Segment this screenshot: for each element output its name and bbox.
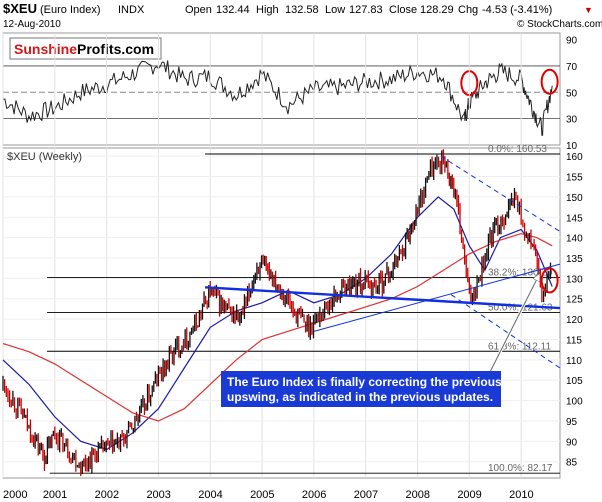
trend-line-2 bbox=[440, 155, 561, 232]
rsi-y-tick-label: 10 bbox=[566, 141, 578, 152]
date-label: 12-Aug-2010 bbox=[3, 19, 61, 30]
price-y-tick-label: 120 bbox=[566, 315, 583, 326]
close-label: Close bbox=[389, 4, 417, 16]
x-tick-label: 2006 bbox=[302, 489, 326, 501]
trend-line-0 bbox=[205, 286, 561, 310]
ma-slow-line bbox=[2, 232, 553, 422]
rsi-y-axis: 90 70 50 30 10 bbox=[566, 36, 578, 152]
trend-line-3 bbox=[450, 294, 561, 369]
rsi-y-tick-label: 90 bbox=[566, 36, 578, 47]
annotation-box: The Euro Index is finally correcting the… bbox=[221, 275, 541, 407]
rsi-y-tick-label: 70 bbox=[566, 62, 578, 73]
low-value: 127.83 bbox=[349, 4, 383, 16]
fib-label-3: 61.8%: 112.11 bbox=[488, 341, 551, 352]
high-value: 132.58 bbox=[285, 4, 319, 16]
rsi-y-tick-label: 50 bbox=[566, 88, 578, 99]
price-y-tick-label: 85 bbox=[566, 458, 578, 469]
symbol-label: $XEU bbox=[3, 1, 37, 16]
copyright-label: © StockCharts.com bbox=[517, 19, 602, 30]
rsi-grid bbox=[3, 65, 560, 120]
price-y-axis: 160 155 150 145 140 135 130 125 120 115 110 105 100 9… bbox=[566, 152, 583, 469]
chg-down-arrow-icon: ▼ bbox=[584, 5, 593, 15]
price-panel-title: $XEU (Weekly) bbox=[7, 151, 82, 163]
x-tick-label: 2005 bbox=[250, 489, 274, 501]
price-highlight-ellipse bbox=[540, 267, 559, 294]
x-tick-label: 2003 bbox=[146, 489, 170, 501]
fib-label-1: 38.2%: 130.20 bbox=[488, 268, 553, 279]
sunshine-profits-logo: SunshineProfits.com bbox=[9, 37, 162, 60]
trend-lines bbox=[205, 155, 561, 369]
price-bars bbox=[2, 149, 552, 476]
x-tick-label: 2004 bbox=[198, 489, 222, 501]
rsi-highlight-circle-1 bbox=[540, 68, 559, 95]
logo-word-sunshine: Sunshine bbox=[14, 41, 77, 57]
price-highlight-circle bbox=[540, 267, 559, 294]
price-y-tick-label: 140 bbox=[566, 234, 583, 245]
x-tick-label: 2008 bbox=[406, 489, 430, 501]
exchange-label: INDX bbox=[118, 4, 145, 16]
price-y-tick-label: 125 bbox=[566, 295, 583, 306]
annotation-text: The Euro Index is finally correcting the… bbox=[227, 375, 505, 404]
open-value: 132.44 bbox=[216, 4, 250, 16]
price-y-tick-label: 150 bbox=[566, 193, 583, 204]
price-y-tick-label: 95 bbox=[566, 417, 578, 428]
price-panel bbox=[2, 147, 561, 479]
x-tick-label: 2001 bbox=[43, 489, 67, 501]
low-label: Low bbox=[325, 4, 345, 16]
fib-label-0: 0.0%: 160.53 bbox=[488, 144, 547, 155]
fib-label-2: 50.0%: 121.63 bbox=[488, 302, 553, 313]
price-grid bbox=[2, 33, 560, 478]
rsi-line bbox=[2, 60, 553, 136]
high-label: High bbox=[256, 4, 279, 16]
price-y-tick-label: 160 bbox=[566, 152, 583, 163]
index-name: (Euro Index) bbox=[40, 4, 101, 16]
svg-text:SunshineProfits.com: SunshineProfits.com bbox=[14, 41, 154, 57]
trend-line-1 bbox=[313, 263, 561, 332]
price-y-tick-label: 145 bbox=[566, 213, 583, 224]
x-tick-label: 2002 bbox=[95, 489, 119, 501]
close-value: 128.29 bbox=[420, 4, 454, 16]
logo-word-profits: Profits.com bbox=[77, 41, 154, 57]
rsi-y-tick-label: 30 bbox=[566, 115, 578, 126]
fib-label-4: 100.0%: 82.17 bbox=[488, 463, 553, 474]
price-y-tick-label: 115 bbox=[566, 335, 582, 346]
x-tick-label: 2009 bbox=[457, 489, 481, 501]
chg-value: -4.53 (-3.41%) bbox=[482, 4, 552, 16]
price-y-tick-label: 105 bbox=[566, 376, 583, 387]
x-tick-label: 2000 bbox=[3, 489, 27, 501]
x-axis: 2000 2001 2002 2003 2004 2005 2006 2007 2008 2009… bbox=[3, 489, 534, 501]
price-y-tick-label: 130 bbox=[566, 274, 583, 285]
fibonacci-levels: 0.0%: 160.53 38.2%: 130.20 50.0%: 121.63 61… bbox=[47, 144, 560, 474]
x-tick-label: 2007 bbox=[354, 489, 378, 501]
chart-header: $XEU (Euro Index) INDX 12-Aug-2010 Open … bbox=[3, 1, 602, 30]
x-tick-label: 2010 bbox=[509, 489, 533, 501]
price-y-tick-label: 110 bbox=[566, 356, 582, 367]
chg-label: Chg bbox=[458, 4, 478, 16]
price-y-tick-label: 100 bbox=[566, 397, 583, 408]
price-y-tick-label: 90 bbox=[566, 437, 578, 448]
open-label: Open bbox=[185, 4, 212, 16]
price-y-tick-label: 135 bbox=[566, 254, 583, 265]
price-y-tick-label: 155 bbox=[566, 173, 583, 184]
